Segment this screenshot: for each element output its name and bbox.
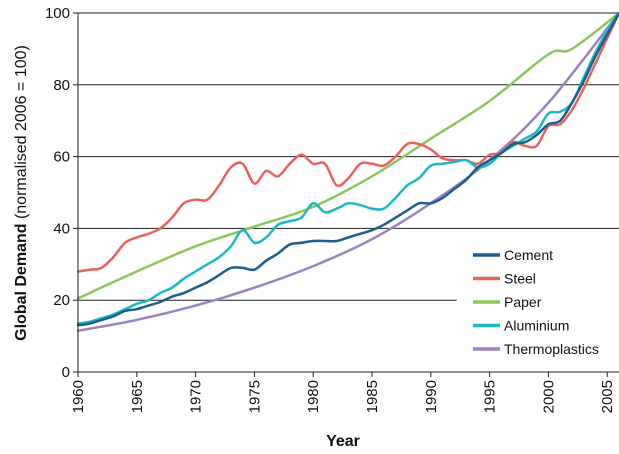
y-tick-labels: 0 20 40 60 80 100 xyxy=(45,5,70,381)
legend-label-steel: Steel xyxy=(504,271,536,287)
x-tick-label-1990: 1990 xyxy=(423,380,440,413)
y-tick-label-100: 100 xyxy=(45,5,70,22)
series-lines xyxy=(76,11,619,332)
y-axis-title: Global Demand (normalised 2006 = 100) xyxy=(13,45,30,341)
x-tick-label-1995: 1995 xyxy=(482,380,499,413)
x-tick-label-1960: 1960 xyxy=(70,380,87,413)
x-tick-label-1980: 1980 xyxy=(305,380,322,413)
x-tick-label-1965: 1965 xyxy=(129,380,146,413)
x-tick-labels: 1960 1965 1970 1975 1980 1985 1990 1995 2000 2005 xyxy=(70,380,616,413)
legend-label-aluminium: Aluminium xyxy=(504,318,569,334)
legend-label-cement: Cement xyxy=(504,247,553,263)
legend: Cement Steel Paper Aluminium Thermoplastics xyxy=(473,247,599,357)
y-axis-title-rest: (normalised 2006 = 100) xyxy=(13,45,30,223)
x-tick-label-2000: 2000 xyxy=(540,380,557,413)
x-axis-title: Year xyxy=(326,433,360,450)
gridlines xyxy=(78,12,619,301)
series-line-paper xyxy=(76,11,619,300)
x-tick-label-1985: 1985 xyxy=(364,380,381,413)
legend-label-thermoplastics: Thermoplastics xyxy=(504,341,599,357)
y-tick-label-0: 0 xyxy=(62,364,70,381)
x-tick-label-2005: 2005 xyxy=(599,380,616,413)
series-line-cement xyxy=(76,11,619,327)
series-line-thermoplastics xyxy=(76,11,619,332)
y-tick-label-40: 40 xyxy=(53,220,70,237)
y-tick-label-80: 80 xyxy=(53,77,70,94)
y-axis-title-bold: Global Demand xyxy=(13,223,30,340)
axes xyxy=(73,12,619,377)
y-tick-label-20: 20 xyxy=(53,292,70,309)
y-tick-label-60: 60 xyxy=(53,149,70,166)
x-tick-label-1970: 1970 xyxy=(188,380,205,413)
x-tick-label-1975: 1975 xyxy=(246,380,263,413)
series-line-aluminium xyxy=(76,11,619,325)
series-line-steel xyxy=(76,11,619,273)
legend-label-paper: Paper xyxy=(504,294,542,310)
